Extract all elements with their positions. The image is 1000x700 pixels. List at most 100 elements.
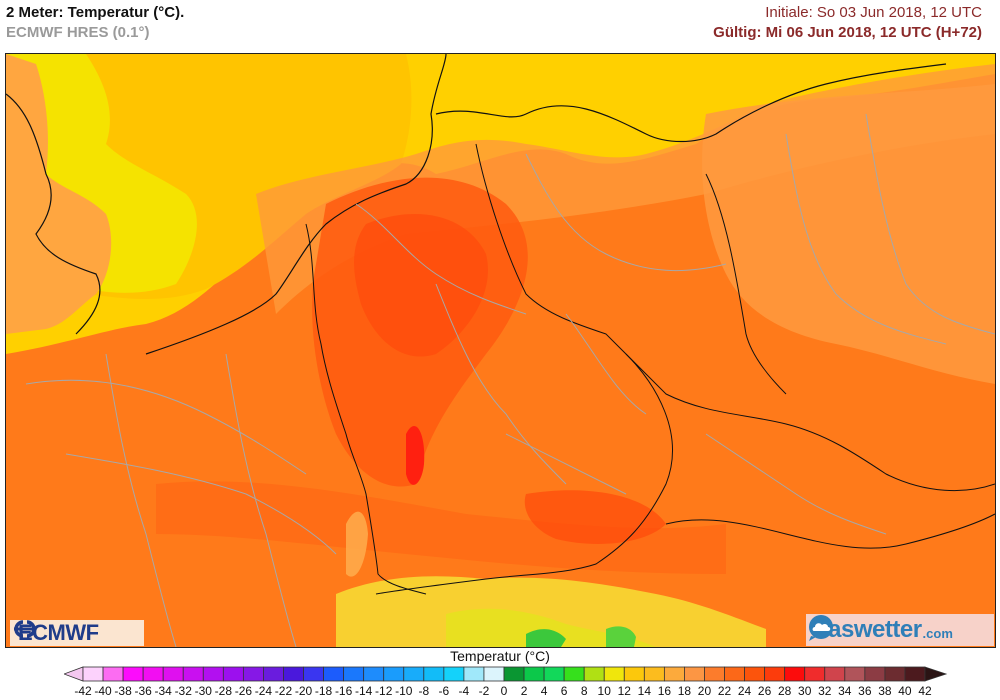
colorbar-swatch <box>443 666 465 682</box>
colorbar-swatch <box>263 666 284 682</box>
colorbar-tick-label: 2 <box>520 684 528 698</box>
colorbar-swatch <box>463 666 485 682</box>
ecmwf-logo-icon <box>14 620 36 638</box>
colorbar-tick-label: 20 <box>697 684 712 698</box>
colorbar-swatch <box>543 666 565 682</box>
colorbar-tick-label: -30 <box>194 684 212 698</box>
colorbar-tick-label: -4 <box>458 684 470 698</box>
colorbar-swatch <box>684 666 705 682</box>
colorbar-swatch <box>323 666 345 682</box>
colorbar-tick-label: 24 <box>737 684 752 698</box>
colorbar-tick-label: -22 <box>274 684 293 698</box>
colorbar-swatch <box>844 666 866 682</box>
colorbar-swatch <box>824 666 846 682</box>
colorbar-tick-label: -6 <box>438 684 450 698</box>
colorbar-tick-label: 18 <box>677 684 692 698</box>
colorbar-tick-label: -34 <box>154 684 172 698</box>
colorbar-swatch <box>704 666 725 682</box>
colorbar-swatch <box>724 666 745 682</box>
colorbar-swatch <box>603 666 625 682</box>
colorbar-swatch <box>303 666 324 682</box>
chart-title: 2 Meter: Temperatur (°C). <box>6 4 185 21</box>
colorbar-swatch <box>483 666 505 682</box>
colorbar-tick-label: 16 <box>657 684 672 698</box>
colorbar-tick-label: -2 <box>478 684 490 698</box>
colorbar-swatch <box>363 666 385 682</box>
colorbar-swatch <box>563 666 585 682</box>
colorbar-tick-label: 22 <box>717 684 732 698</box>
colorbar-tick-label: -36 <box>134 684 152 698</box>
colorbar-tick-label: -16 <box>334 684 353 698</box>
colorbar-tick-label: 28 <box>777 684 792 698</box>
colorbar-tick-label: 36 <box>858 684 872 698</box>
colorbar-tick-label: 40 <box>898 684 912 698</box>
colorbar-labels: -42 -40 -38 -36 -34 -32 -30 -28 -26 -24 -22 -20 -18-… <box>0 684 1000 700</box>
colorbar-tick-label: -32 <box>174 684 192 698</box>
colorbar-swatch <box>202 666 224 682</box>
colorbar-swatch <box>343 666 365 682</box>
colorbar-swatch <box>884 666 906 682</box>
colorbar-tick-label: 32 <box>818 684 832 698</box>
colorbar-tick-label: 14 <box>637 684 652 698</box>
colorbar-swatch <box>182 666 204 682</box>
colorbar-tick-label: 4 <box>540 684 548 698</box>
colorbar-swatch <box>242 666 264 682</box>
model-subtitle: ECMWF HRES (0.1°) <box>6 24 150 41</box>
colorbar-swatch <box>283 666 304 682</box>
colorbar-swatch <box>804 666 826 682</box>
colorbar-swatch <box>102 666 124 682</box>
colorbar-tick-label: -12 <box>375 684 393 698</box>
colorbar-tick-label: 30 <box>798 684 812 698</box>
colorbar-swatch <box>864 666 886 682</box>
temperature-map: ECMWF daswetter .com <box>5 53 996 648</box>
colorbar-tick-label: -40 <box>94 684 112 698</box>
daswetter-logo-suffix: .com <box>922 625 953 641</box>
colorbar-swatch <box>764 666 786 682</box>
colorbar <box>64 666 948 682</box>
valid-time: Gültig: Mi 06 Jun 2018, 12 UTC (H+72) <box>713 24 982 41</box>
colorbar-swatch <box>784 666 806 682</box>
colorbar-swatch <box>162 666 184 682</box>
colorbar-under-arrow <box>64 666 84 682</box>
colorbar-swatch <box>643 666 665 682</box>
colorbar-swatch <box>904 666 926 682</box>
colorbar-swatch <box>503 666 525 682</box>
colorbar-tick-label: 10 <box>597 684 611 698</box>
colorbar-over-arrow <box>924 666 948 682</box>
colorbar-swatch <box>222 666 244 682</box>
colorbar-tick-label: 8 <box>580 684 588 698</box>
colorbar-boxes <box>82 666 926 682</box>
temperature-field <box>6 54 995 647</box>
colorbar-tick-label: 34 <box>838 684 852 698</box>
colorbar-swatch <box>583 666 605 682</box>
colorbar-title: Temperatur (°C) <box>450 648 550 664</box>
colorbar-swatch <box>663 666 685 682</box>
colorbar-tick-label: -10 <box>395 684 413 698</box>
colorbar-tick-label: -14 <box>354 684 373 698</box>
colorbar-tick-label: 42 <box>918 684 932 698</box>
daswetter-logo: daswetter .com <box>806 614 994 646</box>
ecmwf-logo: ECMWF <box>10 620 144 646</box>
colorbar-swatch <box>423 666 445 682</box>
colorbar-swatch <box>142 666 164 682</box>
colorbar-swatch <box>122 666 144 682</box>
colorbar-tick-label: -28 <box>214 684 232 698</box>
colorbar-tick-label: -8 <box>418 684 430 698</box>
colorbar-tick-label: -18 <box>314 684 333 698</box>
colorbar-swatch <box>383 666 405 682</box>
colorbar-swatch <box>82 666 104 682</box>
colorbar-swatch <box>403 666 425 682</box>
colorbar-tick-label: 38 <box>878 684 892 698</box>
colorbar-swatch <box>623 666 645 682</box>
colorbar-tick-label: -24 <box>254 684 273 698</box>
cloud-speech-bubble-icon <box>809 615 833 641</box>
colorbar-tick-label: 6 <box>560 684 568 698</box>
colorbar-tick-label: -42 <box>74 684 92 698</box>
colorbar-tick-label: 26 <box>757 684 772 698</box>
colorbar-tick-label: -26 <box>234 684 253 698</box>
colorbar-tick-label: -20 <box>294 684 313 698</box>
init-time: Initiale: So 03 Jun 2018, 12 UTC <box>765 4 982 21</box>
colorbar-tick-label: -38 <box>114 684 132 698</box>
colorbar-swatch <box>523 666 545 682</box>
colorbar-tick-label: 0 <box>500 684 508 698</box>
